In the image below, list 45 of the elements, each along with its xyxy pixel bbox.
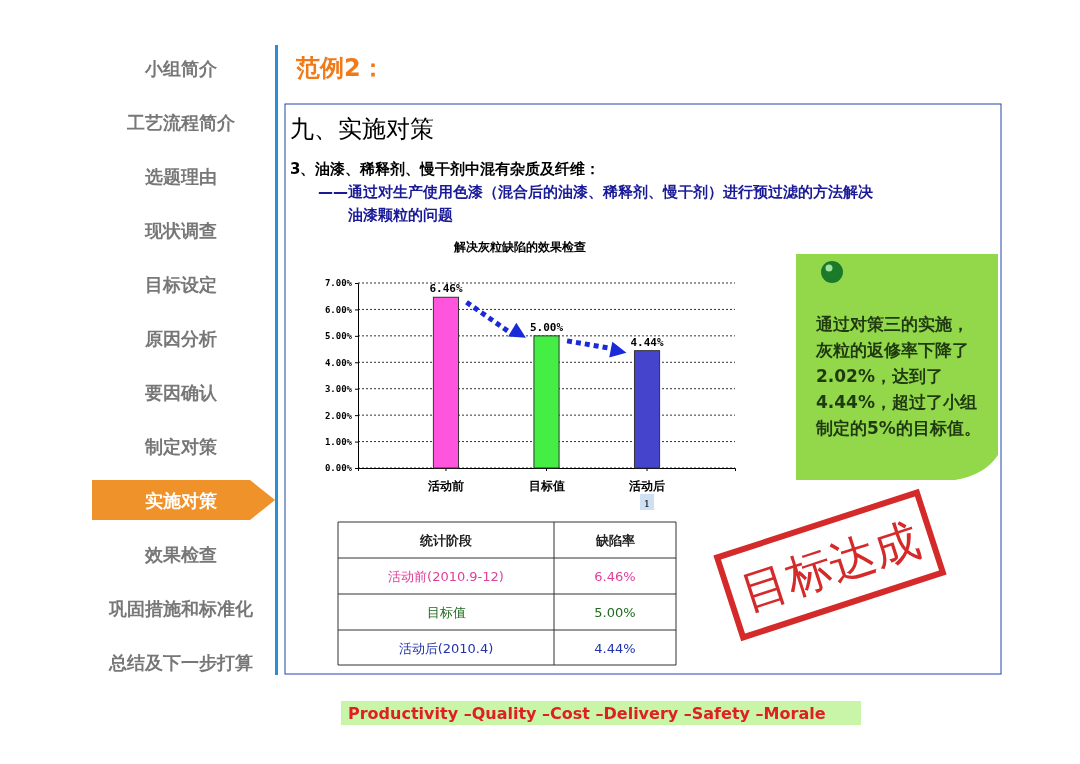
data-label: 5.00% [529, 320, 564, 334]
text: Productivity –Quality –Cost –Delivery –Safety –Morale [348, 704, 826, 723]
y-tick-label: 6.00% [324, 304, 353, 315]
y-tick-label: 5.00% [324, 331, 353, 342]
x-tick-label: 目标值 [528, 478, 565, 493]
y-tick-label: 2.00% [324, 410, 353, 421]
y-tick-label: 7.00% [324, 278, 353, 289]
text: 缺陷率 [594, 533, 635, 548]
data-label: 4.44% [630, 335, 664, 349]
text: 5.00% [594, 605, 636, 620]
text: 要因确认 [144, 382, 218, 403]
text: 统计阶段 [419, 533, 473, 548]
text: 九、实施对策 [290, 115, 434, 143]
text: 选题理由 [144, 166, 217, 187]
text: 原因分析 [144, 328, 217, 349]
text: 制定对策 [144, 436, 217, 457]
text: 范例2： [295, 54, 385, 82]
text: 小组简介 [144, 58, 218, 79]
stamp: 目标达成 [713, 488, 947, 642]
x-tick-label: 活动后 [628, 478, 666, 493]
bar [633, 350, 661, 469]
text: 巩固措施和标准化 [108, 598, 254, 619]
text: 通过对策三的实施，灰粒的返修率下降了2.02%，达到了4.44%，超过了小组制定的5%的目标值。 [815, 314, 981, 438]
text: 现状调查 [144, 220, 217, 241]
text: 效果检查 [144, 544, 217, 565]
text: 实施对策 [145, 490, 217, 511]
x-tick-label: 活动前 [426, 478, 464, 493]
text: 4.44% [594, 640, 636, 656]
y-tick-label: 0.00% [324, 463, 353, 474]
y-tick-label: 1.00% [324, 436, 353, 447]
y-tick-label: 4.00% [324, 357, 353, 368]
text: 工艺流程简介 [126, 112, 236, 133]
text: 目标值 [426, 605, 466, 620]
text: 1 [643, 498, 651, 509]
text: ——通过对生产使用色漆（混合后的油漆、稀释剂、慢干剂）进行预过滤的方法解决 [318, 183, 874, 201]
text: 3、油漆、稀释剂、慢干剂中混有杂质及纤维： [290, 160, 601, 178]
text: 6.46% [594, 569, 636, 584]
data-label: 6.46% [429, 282, 463, 296]
text: 总结及下一步打算 [108, 652, 253, 673]
text: 目标设定 [145, 274, 217, 295]
text: 油漆颗粒的问题 [347, 206, 453, 224]
text: 活动后(2010.4) [398, 640, 494, 656]
text: 活动前(2010.9-12) [388, 569, 504, 584]
chart-title: 解决灰粒缺陷的效果检查 [453, 240, 586, 254]
y-tick-label: 3.00% [324, 384, 353, 395]
